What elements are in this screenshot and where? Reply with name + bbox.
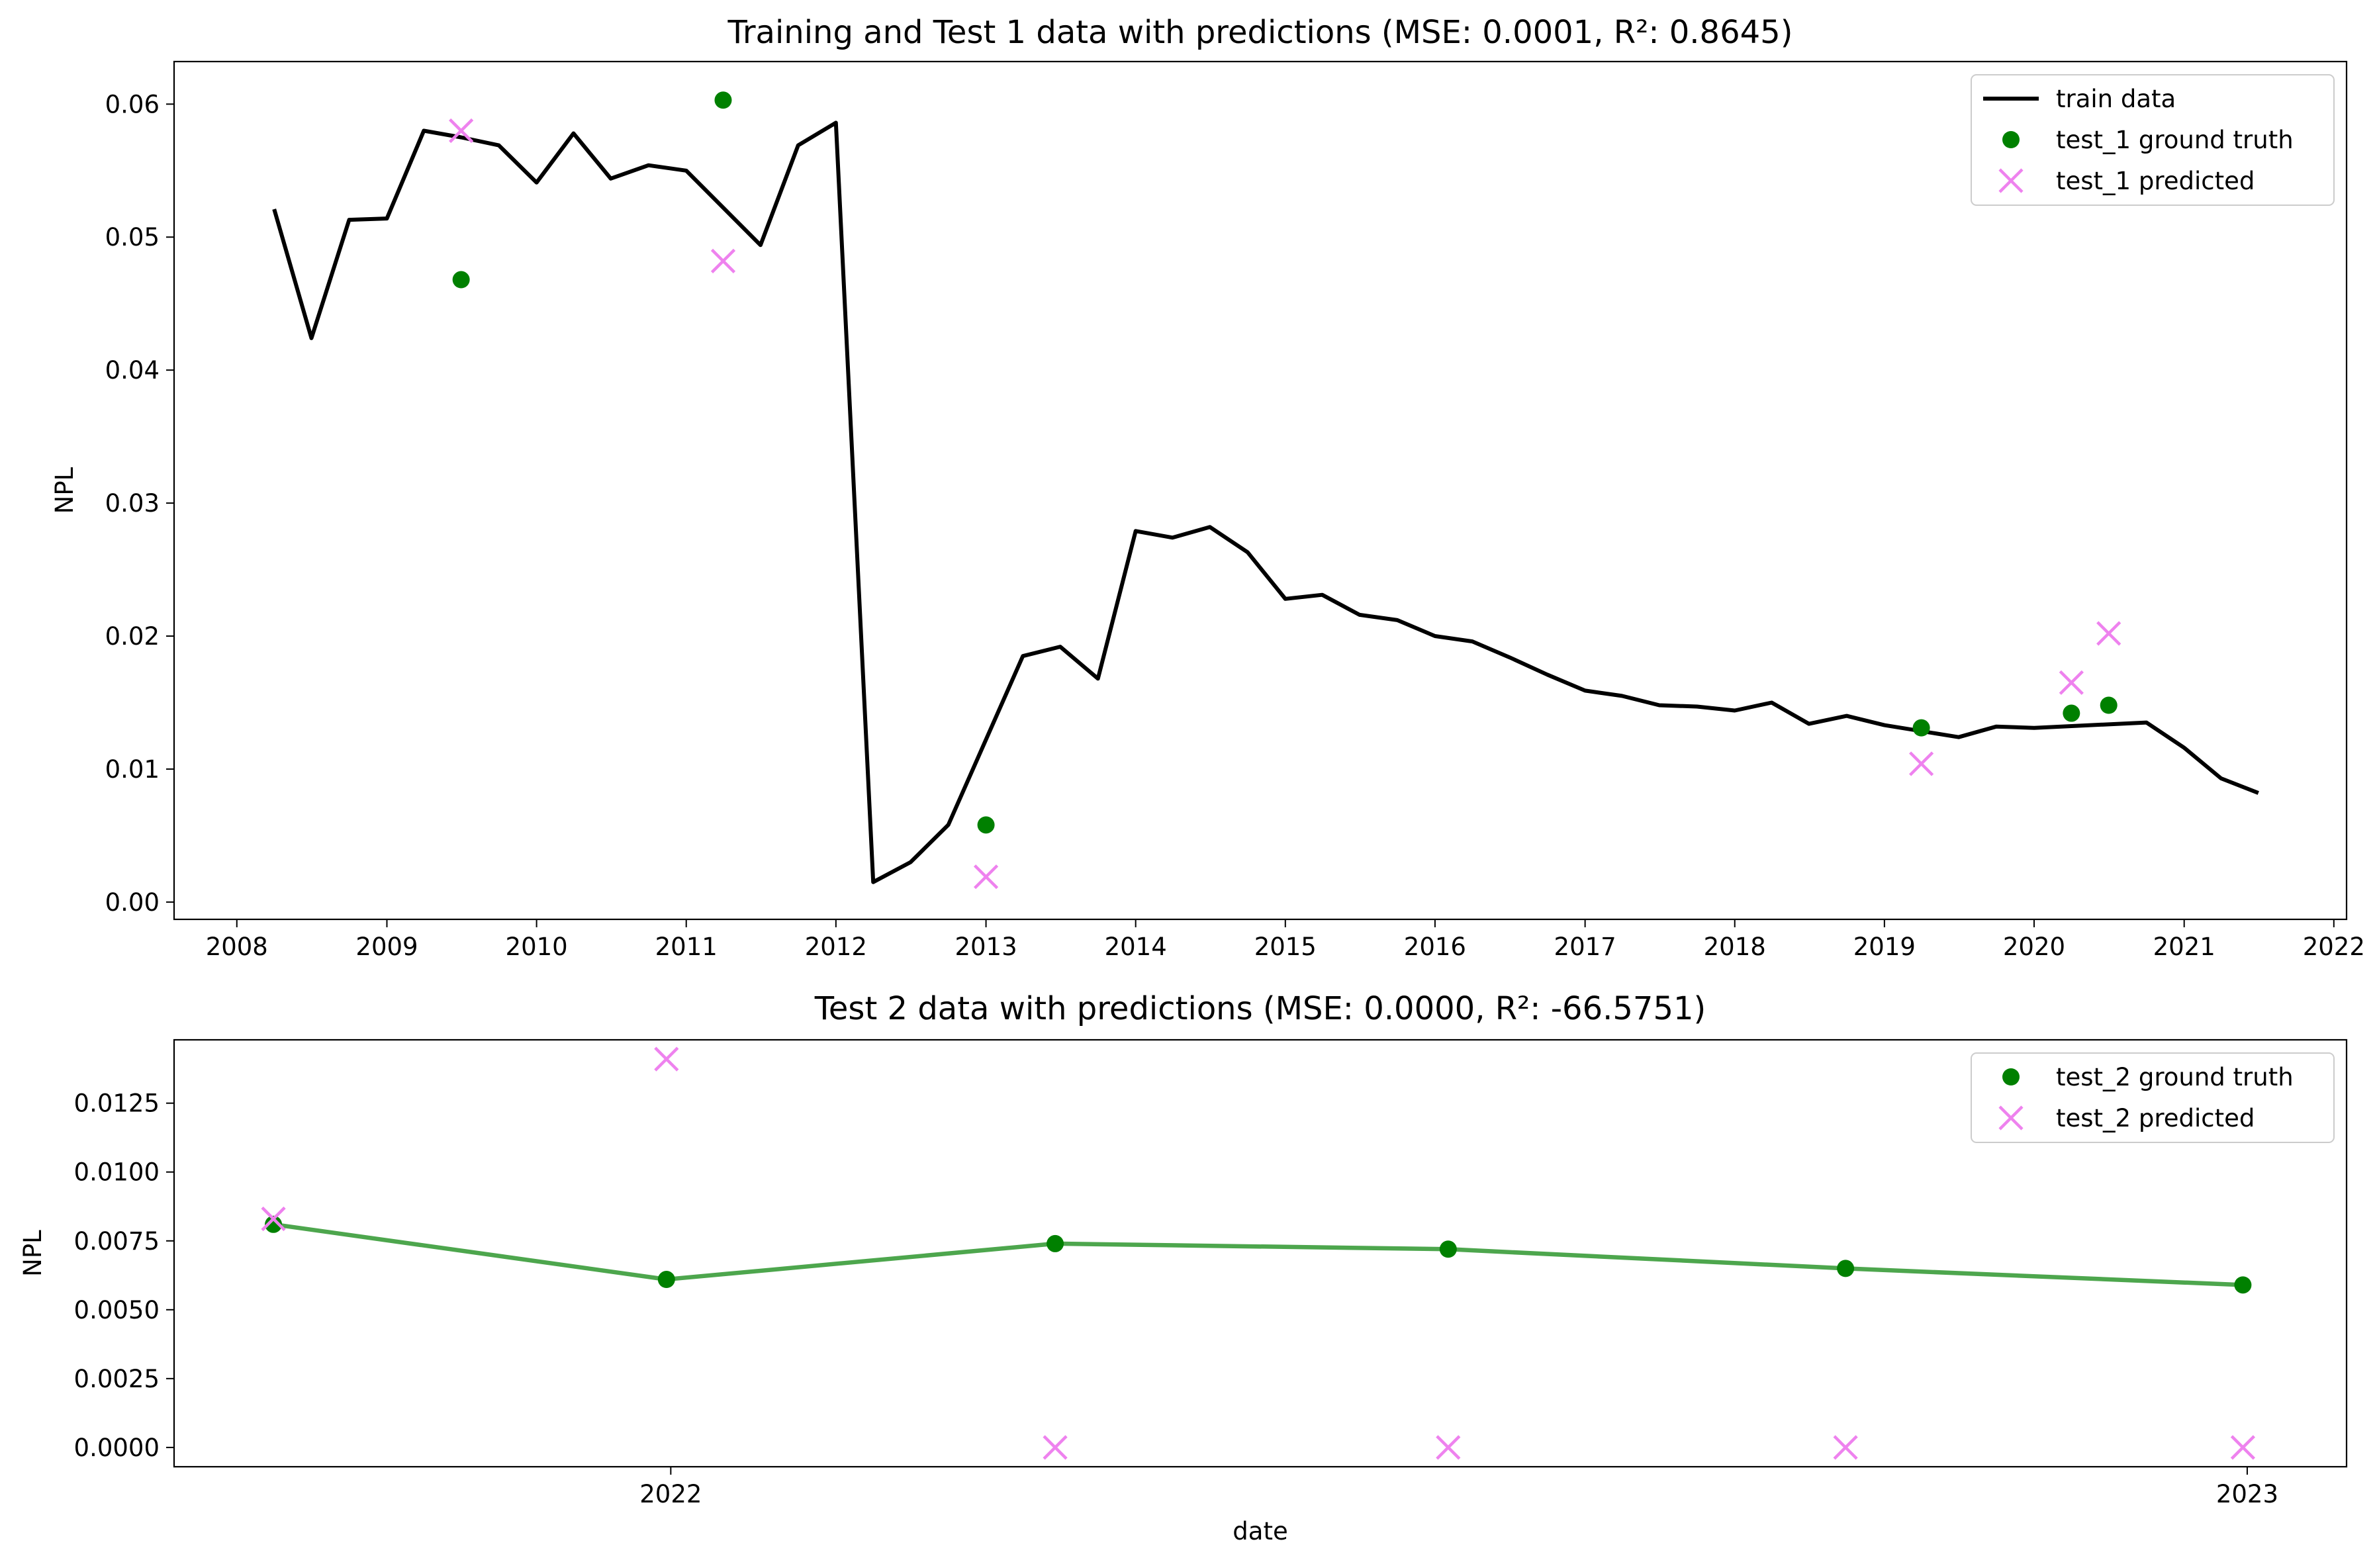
y-tick-label: 0.03 <box>105 489 160 518</box>
y-tick-label: 0.0125 <box>74 1089 160 1118</box>
legend-circle-swatch <box>2002 1068 2020 1085</box>
x-tick-label: 2021 <box>2153 933 2215 961</box>
ground-truth-point <box>657 1271 675 1289</box>
predicted-point <box>2096 621 2121 646</box>
y-tick-label: 0.0025 <box>74 1365 160 1393</box>
x-tick-label: 2012 <box>805 933 867 961</box>
x-tick-label: 2018 <box>1704 933 1766 961</box>
x-tick-label: 2019 <box>1853 933 1916 961</box>
legend-label: train data <box>2056 85 2176 113</box>
predicted-point <box>261 1206 286 1232</box>
x-tick-label: 2022 <box>2303 933 2365 961</box>
x-tick-label: 2014 <box>1105 933 1167 961</box>
ground-truth-point <box>1837 1260 1855 1277</box>
predicted-point <box>1833 1435 1858 1460</box>
ground-truth-point <box>2234 1276 2252 1294</box>
chart-1: Training and Test 1 data with prediction… <box>50 14 2365 961</box>
predicted-point <box>1909 751 1934 776</box>
series-line <box>272 120 2259 884</box>
x-tick-label: 2022 <box>639 1480 702 1508</box>
ground-truth-point <box>2100 696 2118 714</box>
predicted-point <box>654 1046 679 1072</box>
predicted-point <box>710 248 736 273</box>
ground-truth-point <box>452 271 470 289</box>
x-tick-label: 2008 <box>206 933 268 961</box>
legend-label: test_1 ground truth <box>2056 126 2294 154</box>
x-tick-label: 2016 <box>1404 933 1466 961</box>
legend: train data test_1 ground truth test_1 pred… <box>1971 74 2335 206</box>
predicted-point <box>449 118 474 144</box>
y-tick-label: 0.00 <box>105 888 160 917</box>
ground-truth-point <box>714 91 732 109</box>
ground-truth-point <box>1047 1234 1064 1252</box>
axes-frame <box>173 60 2348 921</box>
x-tick-label: 2010 <box>506 933 568 961</box>
legend-box <box>1971 74 2335 206</box>
y-tick-label: 0.0075 <box>74 1227 160 1256</box>
x-tick-label: 2009 <box>355 933 418 961</box>
y-axis-label: NPL <box>19 1230 47 1277</box>
legend-x-swatch <box>1998 168 2024 193</box>
predicted-point <box>2230 1435 2255 1460</box>
chart-title: Training and Test 1 data with prediction… <box>727 14 1793 51</box>
ground-truth-point <box>2063 704 2080 722</box>
y-tick-label: 0.0050 <box>74 1296 160 1324</box>
ground-truth-point <box>977 816 995 834</box>
legend-label: test_1 predicted <box>2056 167 2255 195</box>
y-axis-label: NPL <box>50 467 79 514</box>
predicted-point <box>2059 670 2084 695</box>
legend-box <box>1971 1052 2335 1143</box>
predicted-point <box>1436 1435 1461 1460</box>
axes-frame <box>173 1038 2348 1468</box>
chart-title: Test 2 data with predictions (MSE: 0.000… <box>814 990 1706 1027</box>
legend-circle-swatch <box>2002 131 2020 148</box>
predicted-point <box>1043 1435 1068 1460</box>
ground-truth-point <box>1912 719 1930 737</box>
x-tick-label: 2013 <box>955 933 1017 961</box>
y-tick-label: 0.02 <box>105 622 160 651</box>
series-line <box>273 1222 2243 1287</box>
y-tick-label: 0.0100 <box>74 1158 160 1187</box>
predicted-point <box>973 864 999 890</box>
ground-truth-point <box>265 1215 283 1233</box>
x-tick-label: 2020 <box>2003 933 2065 961</box>
y-tick-label: 0.0000 <box>74 1434 160 1462</box>
y-tick-label: 0.04 <box>105 356 160 385</box>
legend-label: test_2 ground truth <box>2056 1063 2294 1091</box>
legend-label: test_2 predicted <box>2056 1104 2255 1132</box>
chart-2: Test 2 data with predictions (MSE: 0.000… <box>19 990 2348 1545</box>
x-tick-label: 2011 <box>655 933 718 961</box>
x-tick-label: 2015 <box>1254 933 1317 961</box>
y-tick-label: 0.01 <box>105 755 160 784</box>
x-tick-label: 2023 <box>2216 1480 2278 1508</box>
x-tick-label: 2017 <box>1554 933 1616 961</box>
ground-truth-point <box>1439 1240 1457 1258</box>
legend: test_2 ground truth test_2 predicted <box>1971 1052 2335 1143</box>
legend-x-swatch <box>1998 1105 2024 1130</box>
y-tick-label: 0.06 <box>105 90 160 118</box>
x-axis-label: date <box>1233 1517 1287 1545</box>
y-tick-label: 0.05 <box>105 223 160 252</box>
